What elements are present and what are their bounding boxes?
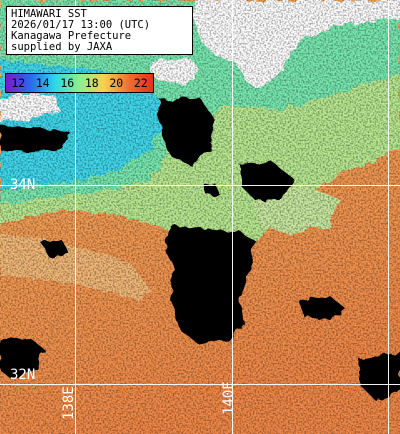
colorbar-label-22: 22	[133, 76, 148, 90]
lat-label-32: 32N	[10, 367, 36, 383]
info-title: HIMAWARI SST	[11, 8, 87, 20]
lat-line-34	[0, 185, 400, 186]
info-datetime: 2026/01/17 13:00 (UTC)	[11, 19, 151, 31]
info-credit: supplied by JAXA	[11, 41, 113, 53]
lon-line-142	[388, 0, 389, 434]
lat-line-32	[0, 384, 400, 385]
colorbar-label-14: 14	[35, 76, 50, 90]
lon-label-138: 138E	[61, 386, 77, 420]
info-region: Kanagawa Prefecture	[11, 30, 132, 42]
lon-label-140: 140E	[221, 381, 237, 415]
info-box: HIMAWARI SST 2026/01/17 13:00 (UTC) Kana…	[6, 6, 193, 55]
colorbar-label-16: 16	[60, 76, 75, 90]
colorbar-label-12: 12	[11, 76, 26, 90]
sst-colorbar: 12 14 16 18 20 22	[5, 73, 154, 93]
lon-line-138	[75, 0, 76, 434]
colorbar-label-20: 20	[109, 76, 124, 90]
lat-label-34: 34N	[10, 177, 36, 193]
lon-line-140	[232, 0, 233, 434]
colorbar-label-18: 18	[84, 76, 99, 90]
